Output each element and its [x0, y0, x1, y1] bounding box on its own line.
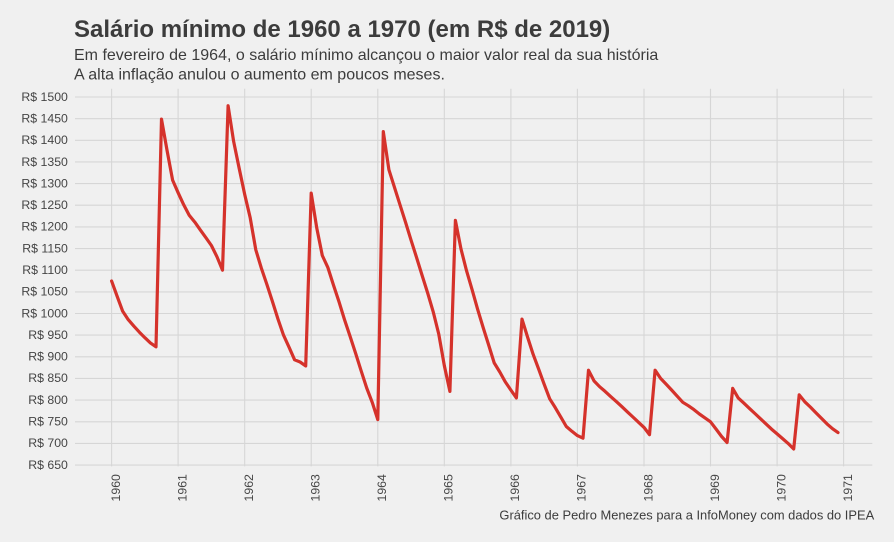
svg-text:1969: 1969: [708, 474, 722, 502]
svg-text:R$ 950: R$ 950: [28, 328, 68, 342]
svg-text:R$ 1150: R$ 1150: [22, 241, 68, 255]
svg-text:A alta inflação anulou o aumen: A alta inflação anulou o aumento em pouc…: [74, 66, 445, 83]
svg-text:Gráfico de Pedro Menezes para: Gráfico de Pedro Menezes para a InfoMone…: [499, 508, 874, 523]
svg-text:R$ 900: R$ 900: [28, 350, 68, 364]
svg-text:R$ 1300: R$ 1300: [21, 176, 68, 190]
svg-text:1963: 1963: [309, 474, 323, 502]
svg-text:R$ 700: R$ 700: [28, 436, 68, 450]
svg-text:R$ 1000: R$ 1000: [21, 306, 68, 320]
svg-text:1965: 1965: [442, 474, 456, 502]
svg-text:R$ 750: R$ 750: [28, 415, 68, 429]
svg-text:R$ 1250: R$ 1250: [21, 198, 68, 212]
svg-text:1961: 1961: [175, 474, 189, 502]
svg-text:R$ 850: R$ 850: [28, 371, 68, 385]
svg-text:R$ 1100: R$ 1100: [22, 263, 68, 277]
svg-text:R$ 1050: R$ 1050: [21, 285, 68, 299]
svg-text:1970: 1970: [774, 474, 788, 502]
svg-text:1967: 1967: [575, 474, 589, 502]
svg-text:R$ 1400: R$ 1400: [21, 133, 68, 147]
svg-text:R$ 800: R$ 800: [28, 393, 68, 407]
svg-text:R$ 1200: R$ 1200: [21, 220, 68, 234]
svg-text:Em fevereiro de 1964, o salári: Em fevereiro de 1964, o salário mínimo a…: [74, 47, 658, 64]
svg-text:1964: 1964: [375, 474, 389, 502]
svg-text:1971: 1971: [841, 474, 855, 502]
svg-text:R$ 650: R$ 650: [28, 458, 68, 472]
svg-text:1966: 1966: [508, 474, 522, 502]
svg-text:Salário mínimo de 1960 a 1970: Salário mínimo de 1960 a 1970 (em R$ de …: [74, 16, 610, 43]
svg-text:R$ 1450: R$ 1450: [21, 112, 68, 126]
svg-text:R$ 1500: R$ 1500: [21, 90, 68, 104]
svg-text:1968: 1968: [641, 474, 655, 502]
svg-text:R$ 1350: R$ 1350: [21, 155, 68, 169]
svg-text:1960: 1960: [109, 474, 123, 502]
svg-text:1962: 1962: [242, 474, 256, 502]
